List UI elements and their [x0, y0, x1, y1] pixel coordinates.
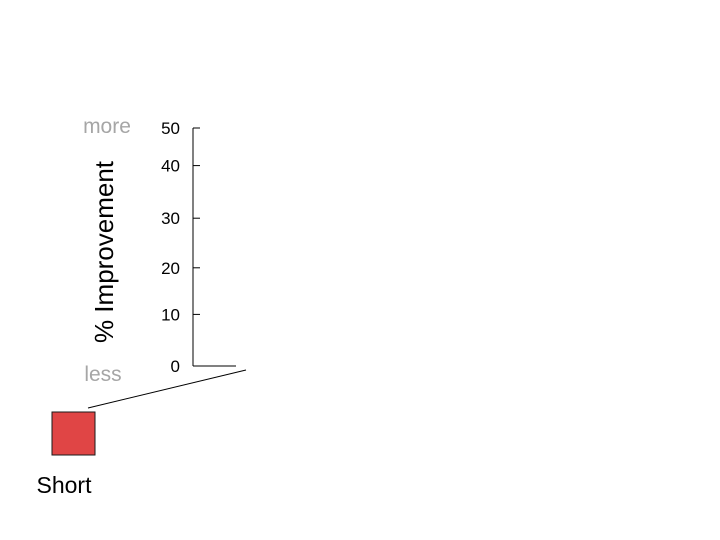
y-tick-label: 50 — [161, 119, 180, 138]
y-tick-label: 10 — [161, 305, 180, 324]
y-tick-label: 40 — [161, 157, 180, 176]
legend-label-short: Short — [37, 472, 93, 498]
y-ticks: 0 10 20 30 40 50 — [161, 119, 200, 376]
y-tick-label: 0 — [171, 357, 180, 376]
y-tick-label: 30 — [161, 209, 180, 228]
legend-swatch-short — [51, 411, 96, 456]
less-hint-label: less — [84, 363, 121, 386]
y-axis-title: % Improvement — [89, 160, 119, 343]
y-tick-label: 20 — [161, 259, 180, 278]
axes — [192, 128, 236, 367]
legend-connector-line — [87, 369, 247, 409]
more-hint-label: more — [83, 115, 131, 138]
